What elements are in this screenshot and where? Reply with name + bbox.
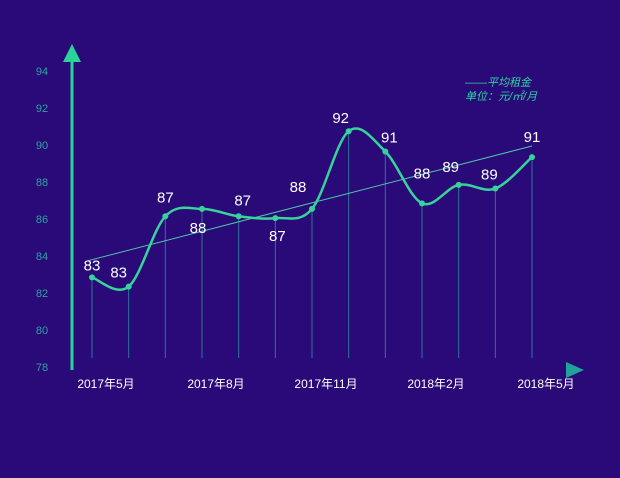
y-tick-label: 94 xyxy=(36,66,48,78)
data-label: 89 xyxy=(442,159,459,176)
data-label: 91 xyxy=(381,130,398,147)
point xyxy=(345,128,352,135)
y-tick-label: 80 xyxy=(36,325,48,337)
point xyxy=(235,213,242,220)
point xyxy=(419,200,425,207)
x-tick-label: 2017年11月 xyxy=(294,377,357,391)
point xyxy=(125,283,132,290)
data-label: 87 xyxy=(269,228,286,245)
data-label: 88 xyxy=(290,179,307,196)
point xyxy=(162,213,169,220)
unit: 单位：元/㎡/月 xyxy=(465,90,538,103)
y-tick-label: 88 xyxy=(36,177,48,189)
data-label: 83 xyxy=(84,257,101,274)
y-tick-label: 92 xyxy=(36,103,48,115)
point xyxy=(309,205,315,212)
y-arrow xyxy=(63,44,81,62)
y-tick-label: 86 xyxy=(36,214,48,226)
y-tick-label: 90 xyxy=(36,140,48,152)
point xyxy=(89,274,95,281)
x-tick-label: 2017年5月 xyxy=(77,377,134,391)
x-tick-label: 2018年2月 xyxy=(407,377,464,391)
trend-line xyxy=(87,145,533,262)
y-tick-label: 84 xyxy=(36,251,48,263)
data-label: 92 xyxy=(332,110,349,127)
data-label: 87 xyxy=(234,192,251,209)
point xyxy=(382,148,389,155)
point xyxy=(529,154,535,161)
x-tick-label: 2018年5月 xyxy=(517,377,574,391)
x-tick-label: 2017年8月 xyxy=(187,377,244,391)
point xyxy=(199,205,205,212)
point xyxy=(492,185,499,192)
point xyxy=(455,181,462,188)
x-arrow xyxy=(566,362,584,378)
data-label: 83 xyxy=(110,265,127,282)
y-tick-label: 78 xyxy=(36,362,48,374)
data-label: 89 xyxy=(481,167,498,184)
data-label: 88 xyxy=(190,220,207,237)
y-tick-label: 82 xyxy=(36,288,48,300)
legend: ——平均租金 xyxy=(464,76,533,89)
data-label: 91 xyxy=(524,129,541,146)
data-label: 88 xyxy=(414,165,431,182)
point xyxy=(272,215,279,222)
data-label: 87 xyxy=(157,189,174,206)
